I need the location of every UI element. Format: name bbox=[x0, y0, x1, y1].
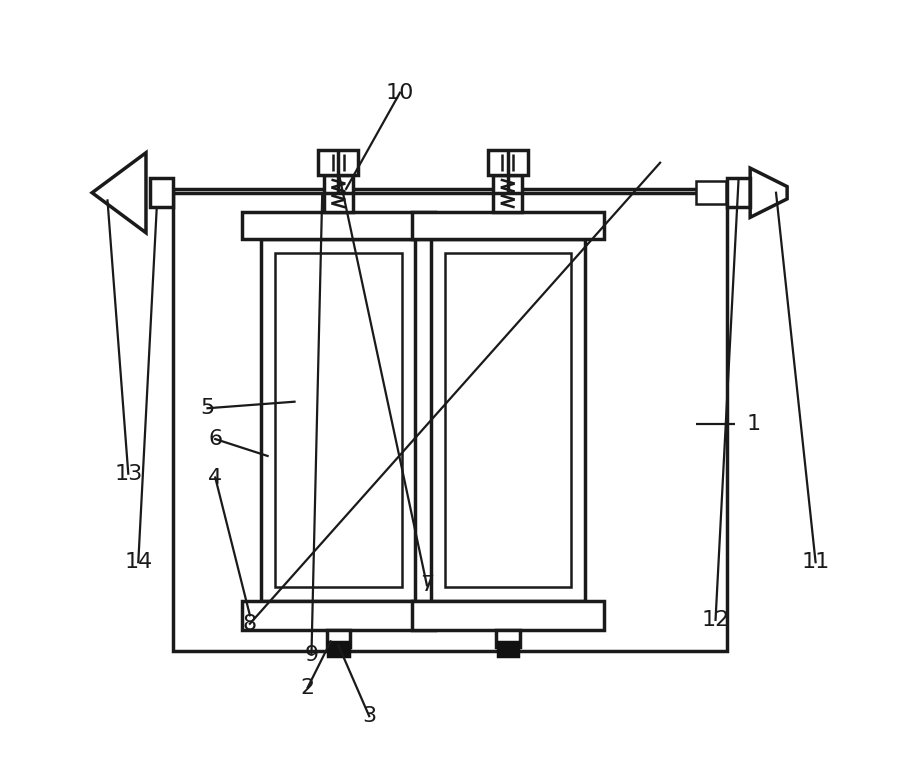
Bar bbox=[242, 601, 435, 630]
Bar bbox=[327, 630, 350, 647]
Text: 11: 11 bbox=[802, 552, 830, 572]
Text: 5: 5 bbox=[201, 398, 215, 419]
Text: 12: 12 bbox=[701, 610, 730, 630]
Bar bbox=[488, 150, 527, 175]
Bar bbox=[431, 239, 585, 601]
Bar bbox=[493, 175, 522, 212]
Text: 13: 13 bbox=[114, 464, 142, 484]
Bar bbox=[173, 189, 727, 650]
Text: 10: 10 bbox=[386, 82, 414, 103]
Bar bbox=[261, 239, 416, 601]
Text: 1: 1 bbox=[747, 414, 761, 433]
Bar bbox=[411, 601, 604, 630]
Text: 3: 3 bbox=[362, 706, 376, 726]
Bar bbox=[275, 253, 401, 587]
Text: 9: 9 bbox=[304, 644, 319, 664]
Bar bbox=[242, 212, 435, 239]
Bar bbox=[324, 175, 353, 212]
Bar bbox=[445, 253, 571, 587]
Bar bbox=[498, 642, 518, 656]
Bar bbox=[697, 181, 725, 205]
Bar bbox=[319, 150, 358, 175]
Bar bbox=[727, 178, 751, 208]
Text: 14: 14 bbox=[124, 552, 152, 572]
Bar bbox=[496, 630, 519, 647]
Text: 6: 6 bbox=[208, 429, 222, 449]
Text: 2: 2 bbox=[301, 678, 315, 698]
Text: 8: 8 bbox=[243, 614, 256, 634]
Bar bbox=[328, 642, 348, 656]
Text: 4: 4 bbox=[208, 468, 222, 488]
Bar bbox=[149, 178, 173, 208]
Bar bbox=[411, 212, 604, 239]
Text: 7: 7 bbox=[419, 575, 434, 595]
